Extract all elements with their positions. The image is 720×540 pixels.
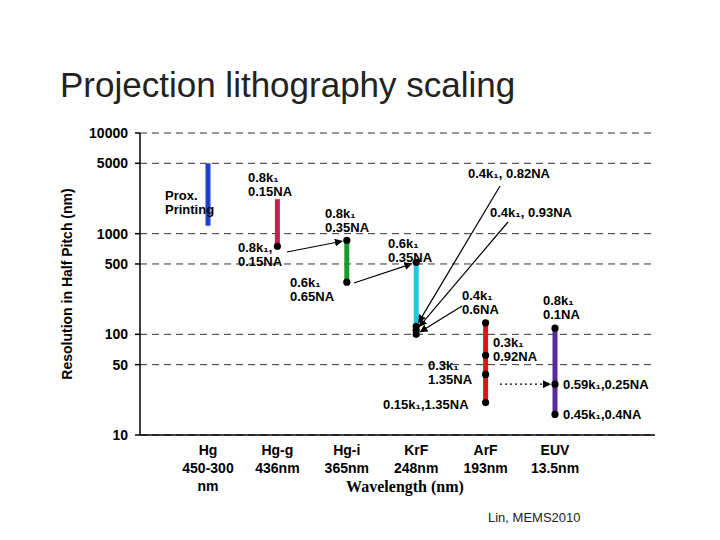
x-tick-label: Hg-g xyxy=(261,442,293,458)
point-marker xyxy=(482,352,489,359)
point-marker xyxy=(274,243,281,250)
annotation-text: 0.6k₁ xyxy=(388,236,419,251)
y-tick-label: 100 xyxy=(105,326,129,342)
annotation-text: 0.4k₁, 0.82NA xyxy=(468,166,551,181)
point-marker xyxy=(482,399,489,406)
y-axis-label: Resolution in Half Pitch (nm) xyxy=(59,188,75,379)
x-tick-label: EUV xyxy=(541,442,570,458)
bar-label: Printing xyxy=(165,202,214,217)
annotation-text: 0.59k₁,0.25NA xyxy=(563,377,649,392)
source-note: Lin, MEMS2010 xyxy=(488,510,581,525)
annotation-text: 0.15NA xyxy=(248,184,293,199)
point-marker xyxy=(482,319,489,326)
y-tick-label: 500 xyxy=(105,256,129,272)
y-tick-label: 10 xyxy=(112,427,128,443)
grid-line xyxy=(140,435,655,436)
annotation-arrow xyxy=(419,186,500,322)
annotation-text: 0.15NA xyxy=(238,254,283,269)
range-bar xyxy=(483,323,488,403)
y-tick-label: 50 xyxy=(112,357,128,373)
grid-line xyxy=(140,334,655,335)
point-marker xyxy=(413,331,420,338)
title: Projection lithography scaling xyxy=(60,65,515,104)
annotation-text: 0.35NA xyxy=(325,220,370,235)
wavelength-label: 193nm xyxy=(463,460,507,476)
wavelength-label: 13.5nm xyxy=(531,460,579,476)
annotations: Prox.Printing0.8k₁0.15NA0.8k₁,0.15NA0.8k… xyxy=(165,166,649,422)
x-axis-label: Wavelength (nm) xyxy=(346,478,464,496)
range-bar xyxy=(275,199,280,246)
y-tick-label: 1000 xyxy=(97,226,128,242)
x-tick-label: Hg-i xyxy=(333,442,360,458)
y-tick-label: 5000 xyxy=(97,155,128,171)
annotation-arrow xyxy=(354,264,411,283)
annotation-text: 0.8k₁ xyxy=(325,206,356,221)
x-axis xyxy=(140,434,655,436)
annotation-text: 0.6k₁ xyxy=(290,275,321,290)
point-marker xyxy=(551,411,558,418)
annotation-text: 0.92NA xyxy=(493,349,538,364)
x-tick-label: KrF xyxy=(404,442,429,458)
point-marker xyxy=(343,279,350,286)
annotation-text: 0.45k₁,0.4NA xyxy=(563,407,642,422)
annotation-text: 0.15k₁,1.35NA xyxy=(383,397,469,412)
point-marker xyxy=(343,237,350,244)
wavelength-label: 436nm xyxy=(255,460,299,476)
annotation-text: 1.35NA xyxy=(428,372,473,387)
annotation-text: 0.6NA xyxy=(462,302,499,317)
annotation-text: 0.4k₁, 0.93NA xyxy=(490,205,573,220)
point-marker xyxy=(482,371,489,378)
grid-line xyxy=(140,133,655,134)
grid-line xyxy=(140,364,655,365)
annotation-arrow xyxy=(287,241,342,252)
annotation-arrow xyxy=(420,306,462,332)
point-marker xyxy=(551,381,558,388)
wavelength-label: 248nm xyxy=(394,460,438,476)
x-tick-label: Hg xyxy=(199,442,218,458)
plot-area xyxy=(208,163,559,418)
range-bar xyxy=(553,328,558,414)
bar-label: Prox. xyxy=(165,188,198,203)
annotation-text: 0.1NA xyxy=(543,307,580,322)
grid-line xyxy=(140,163,655,164)
x-tick-label: ArF xyxy=(474,442,499,458)
grid-line xyxy=(140,233,655,234)
wavelength-label: 450-300 xyxy=(182,460,234,476)
annotation-text: 0.8k₁ xyxy=(543,293,574,308)
y-tick-label: 10000 xyxy=(89,125,128,141)
wavelength-label: 365nm xyxy=(325,460,369,476)
annotation-text: 0.65NA xyxy=(290,289,335,304)
annotation-text: 0.3k₁ xyxy=(428,358,459,373)
annotation-text: 0.8k₁, xyxy=(238,240,272,255)
wavelength-label: nm xyxy=(198,478,219,494)
annotation-text: 0.4k₁ xyxy=(462,288,493,303)
annotation-text: 0.8k₁ xyxy=(248,170,279,185)
annotation-text: 0.3k₁ xyxy=(493,335,524,350)
annotation-text: 0.35NA xyxy=(388,250,433,265)
annotation-arrow xyxy=(419,222,508,326)
annotation-arrow xyxy=(500,384,550,385)
y-axis xyxy=(139,133,141,435)
point-marker xyxy=(551,325,558,332)
range-bar xyxy=(344,240,349,282)
chart: Projection lithography scaling 10 50 100 500… xyxy=(0,0,720,540)
